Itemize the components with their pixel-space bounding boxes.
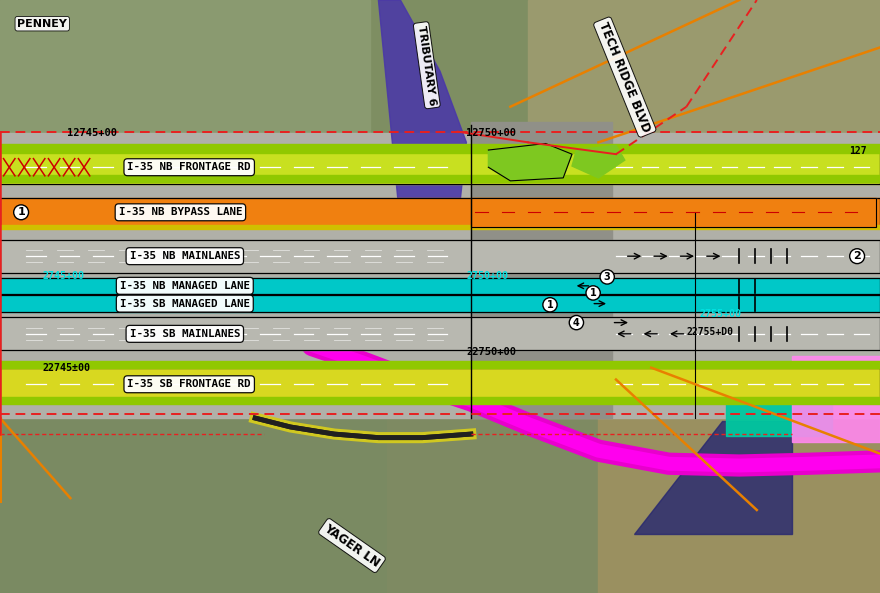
Text: 127: 127 xyxy=(849,146,867,156)
Bar xyxy=(0,240,880,273)
Bar xyxy=(0,225,880,229)
Bar xyxy=(0,133,880,418)
Text: I-35 SB MANAGED LANE: I-35 SB MANAGED LANE xyxy=(120,299,250,308)
Bar xyxy=(0,278,880,294)
Bar xyxy=(0,418,387,593)
Text: 3: 3 xyxy=(604,272,611,282)
Bar xyxy=(471,122,612,418)
Text: PENNEY: PENNEY xyxy=(18,19,67,28)
Bar xyxy=(471,198,876,227)
Bar xyxy=(598,418,880,593)
Text: 2755+00: 2755+00 xyxy=(700,310,742,319)
Text: I-35 NB MAINLANES: I-35 NB MAINLANES xyxy=(129,251,240,261)
Text: I-35 SB FRONTAGE RD: I-35 SB FRONTAGE RD xyxy=(128,380,251,389)
Text: 2750+00: 2750+00 xyxy=(466,271,509,280)
Bar xyxy=(0,144,880,153)
Bar xyxy=(528,0,880,136)
Text: 12750+00: 12750+00 xyxy=(466,128,517,138)
Text: I-35 NB MANAGED LANE: I-35 NB MANAGED LANE xyxy=(120,281,250,291)
Bar xyxy=(471,198,876,227)
Bar xyxy=(387,418,880,593)
Text: 2: 2 xyxy=(854,251,861,261)
Text: TRIBUTARY 6: TRIBUTARY 6 xyxy=(416,24,437,106)
Text: 22755+D0: 22755+D0 xyxy=(686,327,733,337)
Bar xyxy=(0,150,880,184)
Bar xyxy=(0,317,880,350)
Text: I-35 SB MAINLANES: I-35 SB MAINLANES xyxy=(129,329,240,339)
Bar xyxy=(0,368,880,400)
Text: TECH RIDGE BLVD: TECH RIDGE BLVD xyxy=(597,20,653,134)
Text: 12745+00: 12745+00 xyxy=(67,128,117,138)
Polygon shape xyxy=(488,144,572,181)
Text: YAGER LN: YAGER LN xyxy=(322,522,382,569)
Bar xyxy=(0,295,880,312)
Polygon shape xyxy=(572,145,625,178)
Text: I-35 NB FRONTAGE RD: I-35 NB FRONTAGE RD xyxy=(128,162,251,172)
Bar xyxy=(0,361,880,368)
Text: 1: 1 xyxy=(18,208,25,217)
Text: 2745+00: 2745+00 xyxy=(42,271,84,280)
Bar xyxy=(0,198,880,227)
Bar xyxy=(0,175,880,182)
Bar xyxy=(0,240,880,273)
Bar xyxy=(0,368,880,400)
Bar xyxy=(792,356,880,442)
Text: 22750+00: 22750+00 xyxy=(466,347,517,357)
Text: 1: 1 xyxy=(546,300,554,310)
Bar xyxy=(0,278,880,294)
Text: 4: 4 xyxy=(573,318,580,327)
Polygon shape xyxy=(378,0,466,225)
Bar xyxy=(0,317,880,350)
Text: I-35 NB BYPASS LANE: I-35 NB BYPASS LANE xyxy=(119,208,242,217)
Bar xyxy=(0,0,880,136)
Bar xyxy=(0,295,880,312)
Text: 1: 1 xyxy=(590,288,597,298)
Bar xyxy=(0,397,880,404)
Polygon shape xyxy=(634,421,792,534)
Bar xyxy=(726,403,832,436)
Bar xyxy=(0,198,880,227)
Text: 22745±00: 22745±00 xyxy=(42,363,91,372)
Bar xyxy=(0,0,370,136)
Bar xyxy=(0,150,880,184)
